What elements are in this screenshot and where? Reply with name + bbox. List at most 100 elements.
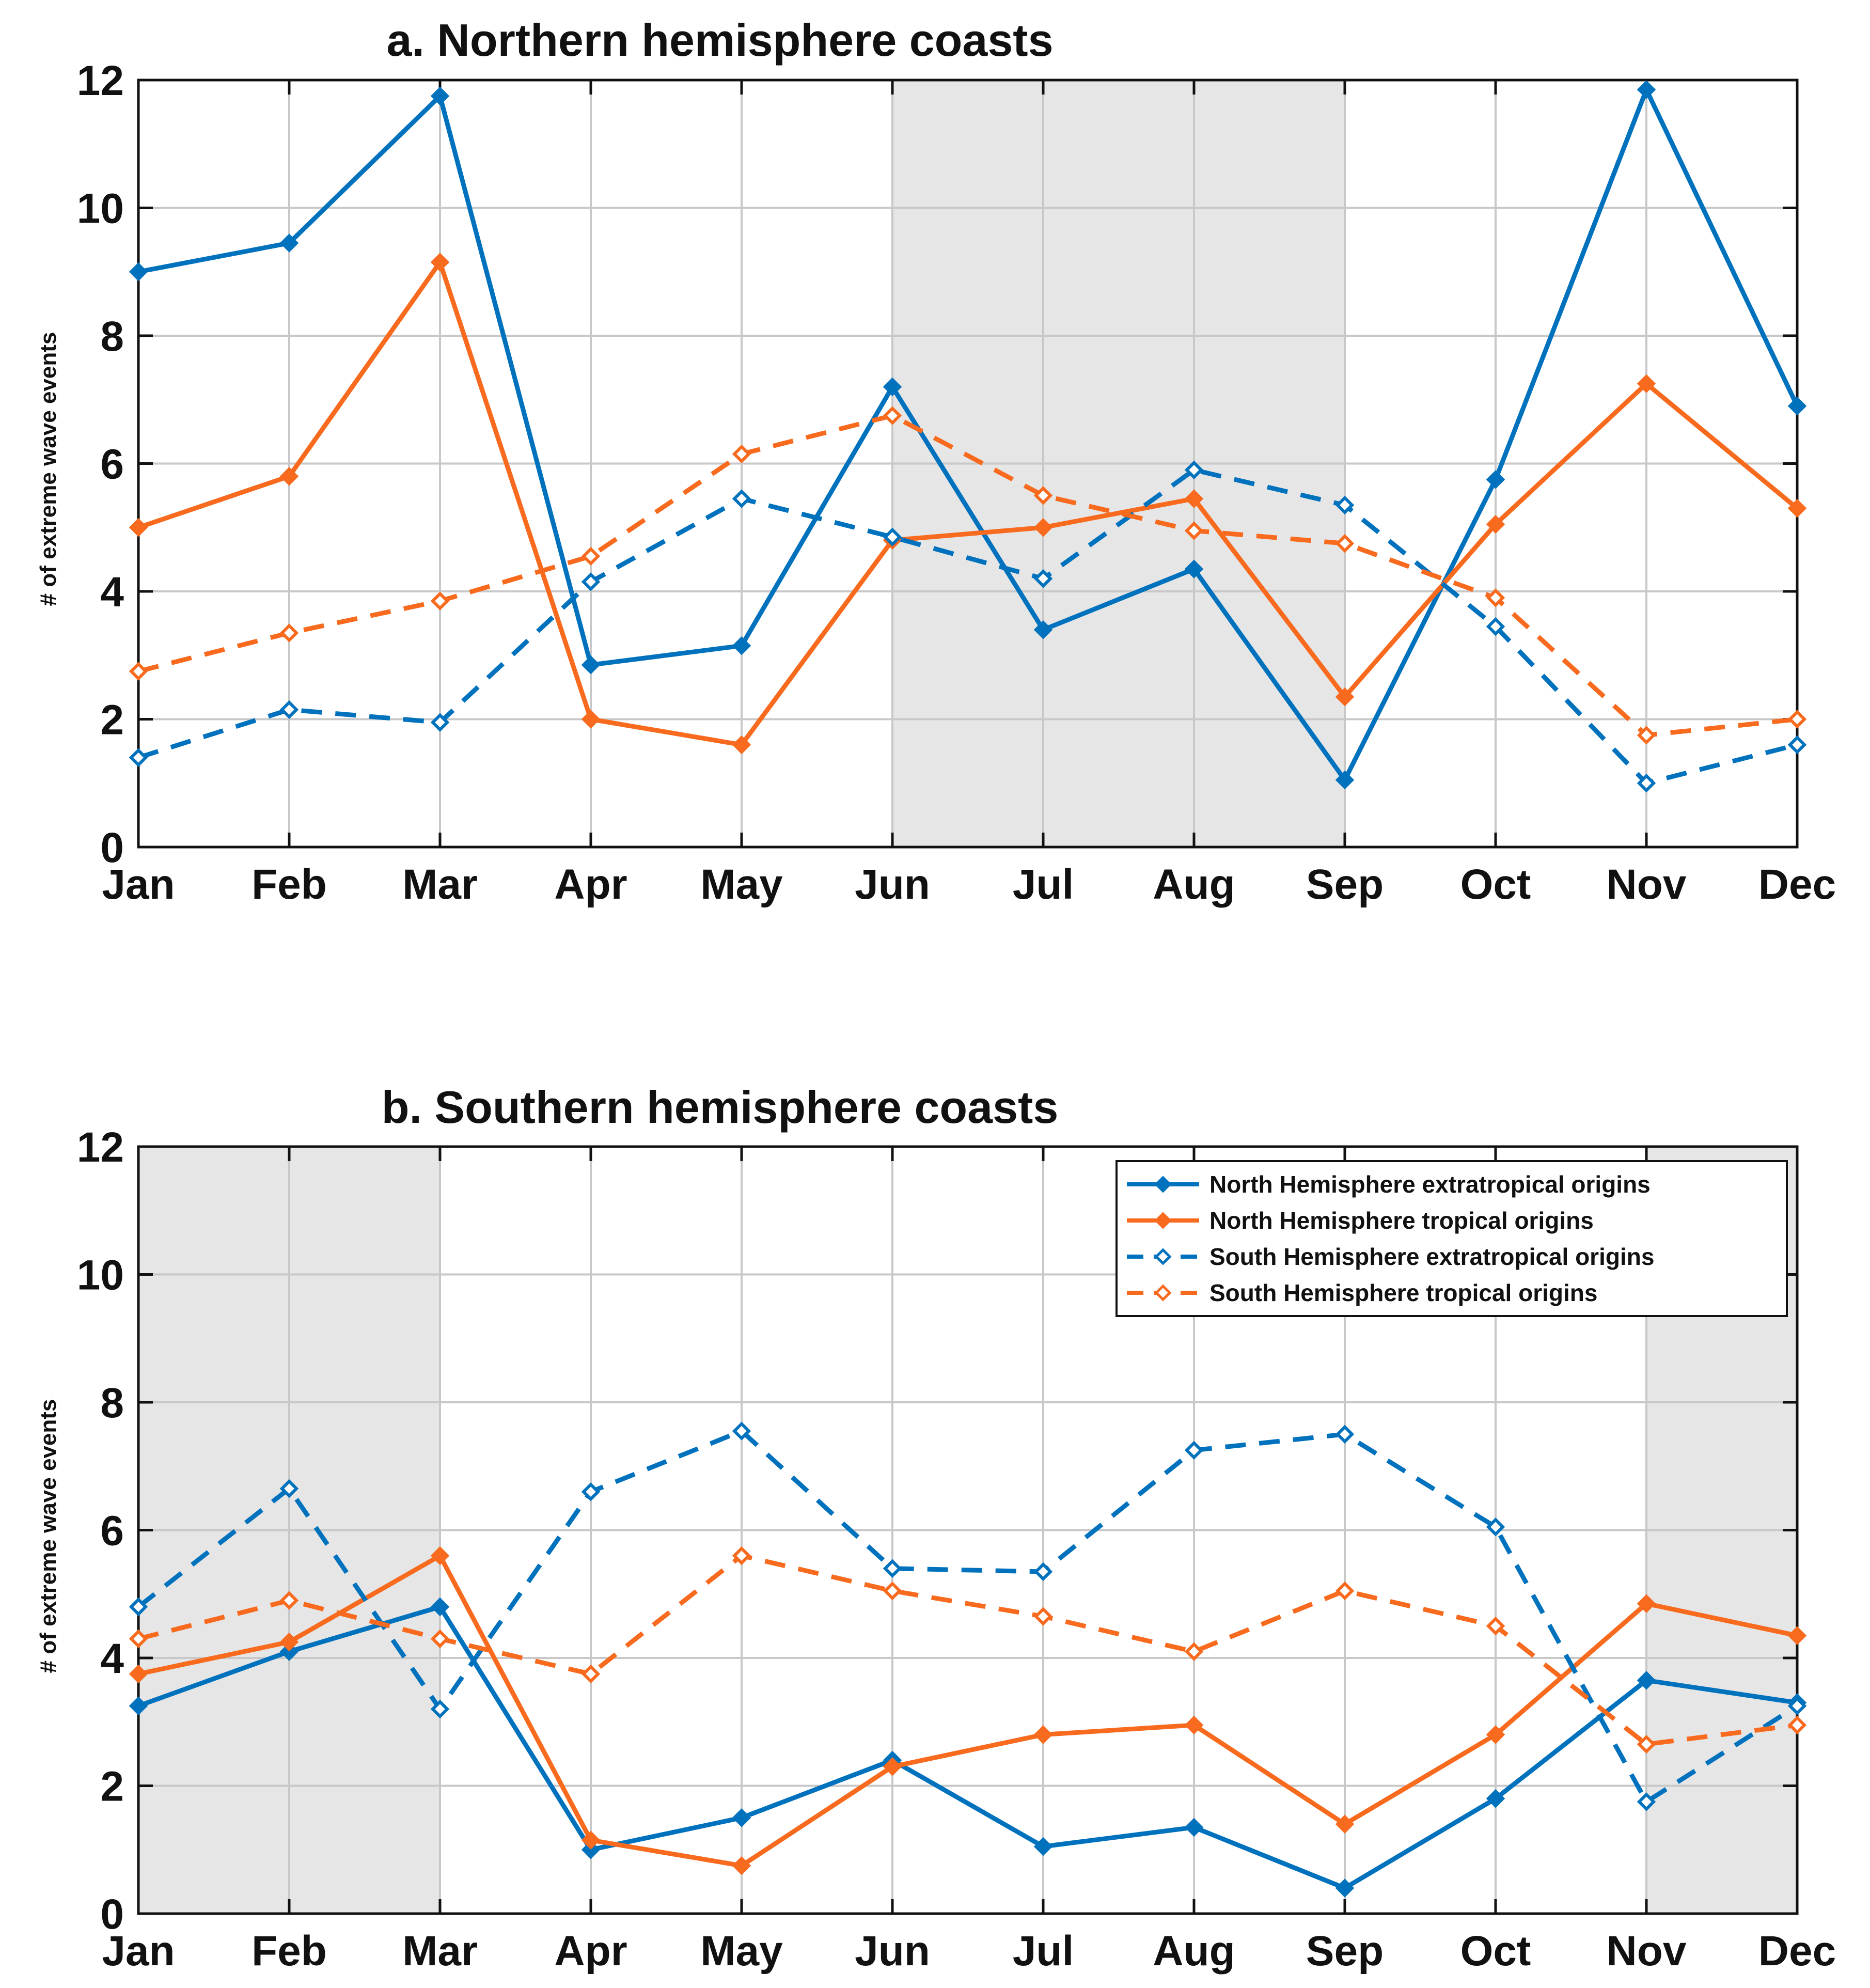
- panel-a-point-north-hemisphere-extratropical-origins: [883, 377, 902, 397]
- panel-a-point-north-hemisphere-extratropical-origins: [1787, 396, 1807, 416]
- panel-a-y-tick-label: 6: [100, 441, 124, 488]
- panel-b-point-south-hemisphere-tropical-origins: [1184, 1642, 1204, 1661]
- panel-a-x-tick-label: Mar: [402, 861, 478, 908]
- panel-b-point-south-hemisphere-tropical-origins: [1787, 1715, 1807, 1735]
- panel-a: a. Northern hemisphere coasts # of extre…: [36, 14, 1836, 908]
- panel-a-y-tick-label: 0: [100, 824, 124, 871]
- panel-b-point-south-hemisphere-tropical-origins: [1335, 1581, 1355, 1601]
- panel-b-point-north-hemisphere-extratropical-origins: [1184, 1818, 1204, 1837]
- panel-a-point-north-hemisphere-tropical-origins: [1335, 687, 1355, 707]
- panel-a-series-line-south-hemisphere-tropical-origins: [137, 413, 1798, 738]
- panel-b-point-south-hemisphere-extratropical-origins: [1033, 1562, 1053, 1582]
- panel-b-series-line-north-hemisphere-tropical-origins: [138, 1553, 1798, 1868]
- panel-b-point-south-hemisphere-extratropical-origins: [732, 1421, 751, 1441]
- panel-b-point-south-hemisphere-tropical-origins: [1637, 1734, 1656, 1754]
- legend-entry-label: North Hemisphere tropical origins: [1209, 1207, 1594, 1234]
- panel-b-point-south-hemisphere-extratropical-origins: [1787, 1696, 1807, 1716]
- panel-b-point-south-hemisphere-extratropical-origins: [1335, 1425, 1355, 1444]
- panel-b-point-south-hemisphere-tropical-origins: [732, 1546, 751, 1566]
- panel-a-point-north-hemisphere-extratropical-origins: [1335, 770, 1355, 790]
- panel-b-point-south-hemisphere-extratropical-origins: [581, 1482, 601, 1501]
- panel-a-x-tick-label: Jul: [1013, 861, 1074, 908]
- panel-a-x-tick-label: Nov: [1607, 861, 1687, 908]
- panel-b-point-north-hemisphere-tropical-origins: [581, 1830, 601, 1850]
- panel-b: b. Southern hemisphere coasts # of extre…: [36, 1082, 1836, 1975]
- panel-b-y-tick-label: 10: [77, 1252, 124, 1299]
- panel-b-x-tick-label: Jul: [1013, 1928, 1074, 1975]
- panel-a-point-south-hemisphere-extratropical-origins: [1486, 617, 1505, 636]
- panel-a-point-south-hemisphere-extratropical-origins: [1637, 774, 1656, 793]
- panel-b-point-north-hemisphere-tropical-origins: [1033, 1725, 1053, 1744]
- panel-a-point-south-hemisphere-tropical-origins: [883, 406, 902, 425]
- panel-a-series-line-north-hemisphere-extratropical-origins: [138, 87, 1800, 782]
- panel-b-point-north-hemisphere-extratropical-origins: [732, 1808, 751, 1827]
- panel-b-point-south-hemisphere-extratropical-origins: [1486, 1517, 1505, 1537]
- panel-b-point-north-hemisphere-extratropical-origins: [1335, 1879, 1355, 1898]
- panel-a-point-south-hemisphere-tropical-origins: [732, 444, 751, 464]
- panel-a-point-north-hemisphere-tropical-origins: [732, 735, 751, 755]
- panel-a-point-north-hemisphere-extratropical-origins: [430, 86, 450, 106]
- panel-b-x-tick-label: May: [700, 1928, 783, 1975]
- panel-b-x-tick-label: Nov: [1607, 1928, 1687, 1975]
- panel-a-point-south-hemisphere-extratropical-origins: [581, 572, 601, 591]
- panel-b-point-north-hemisphere-tropical-origins: [279, 1632, 299, 1652]
- panel-b-point-south-hemisphere-tropical-origins: [279, 1591, 299, 1610]
- panel-b-x-tick-label: Dec: [1758, 1928, 1836, 1975]
- panel-a-series-line-north-hemisphere-tropical-origins: [137, 260, 1799, 747]
- panel-a-y-tick-label: 8: [100, 313, 124, 360]
- panel-b-x-tick-label: Jun: [855, 1928, 930, 1975]
- panel-a-x-tick-label: May: [700, 861, 783, 908]
- panel-b-point-north-hemisphere-extratropical-origins: [1637, 1671, 1656, 1690]
- panel-b-point-north-hemisphere-extratropical-origins: [581, 1840, 601, 1859]
- panel-a-point-south-hemisphere-extratropical-origins: [1033, 569, 1053, 588]
- panel-b-x-tick-label: Feb: [252, 1928, 327, 1975]
- panel-a-point-north-hemisphere-extratropical-origins: [1184, 559, 1204, 578]
- panel-b-x-tick-label: Sep: [1306, 1928, 1384, 1975]
- legend-box: [1115, 1160, 1788, 1317]
- panel-a-point-north-hemisphere-tropical-origins: [1637, 374, 1656, 394]
- panel-b-point-north-hemisphere-tropical-origins: [883, 1757, 902, 1776]
- panel-a-point-south-hemisphere-tropical-origins: [1787, 710, 1807, 729]
- panel-b-y-tick-label: 12: [77, 1124, 124, 1171]
- panel-b-point-north-hemisphere-tropical-origins: [732, 1856, 751, 1875]
- panel-b-point-north-hemisphere-extratropical-origins: [279, 1642, 299, 1661]
- panel-b-title: b. Southern hemisphere coasts: [382, 1082, 1059, 1133]
- panel-a-x-tick-label: Oct: [1460, 861, 1531, 908]
- panel-b-y-axis-label: # of extreme wave events: [36, 1399, 61, 1673]
- panel-a-point-north-hemisphere-extratropical-origins: [1033, 620, 1053, 639]
- panel-a-point-north-hemisphere-tropical-origins: [1033, 518, 1053, 537]
- panel-b-point-north-hemisphere-extratropical-origins: [430, 1597, 450, 1617]
- panel-a-point-south-hemisphere-tropical-origins: [1184, 521, 1204, 540]
- panel-b-point-north-hemisphere-tropical-origins: [1787, 1626, 1807, 1645]
- panel-a-point-south-hemisphere-extratropical-origins: [279, 700, 299, 719]
- panel-b-x-tick-label: Mar: [402, 1928, 478, 1975]
- legend-entry-label: North Hemisphere extratropical origins: [1209, 1171, 1651, 1198]
- legend-swatch-marker: [1154, 1176, 1172, 1193]
- panel-a-point-south-hemisphere-tropical-origins: [1335, 534, 1355, 553]
- panel-b-point-south-hemisphere-extratropical-origins: [1184, 1441, 1204, 1460]
- panel-a-point-north-hemisphere-extratropical-origins: [581, 655, 601, 675]
- legend-swatch-marker: [1154, 1284, 1172, 1302]
- legend-swatch-marker: [1154, 1212, 1172, 1229]
- panel-b-y-tick-label: 2: [100, 1763, 124, 1810]
- panel-a-point-south-hemisphere-tropical-origins: [129, 662, 148, 681]
- panel-a-point-north-hemisphere-tropical-origins: [1486, 514, 1505, 534]
- panel-a-point-north-hemisphere-extratropical-origins: [129, 262, 148, 281]
- panel-a-point-north-hemisphere-extratropical-origins: [279, 233, 299, 253]
- panel-a-point-north-hemisphere-extratropical-origins: [1486, 470, 1505, 489]
- legend-swatch-marker: [1154, 1248, 1172, 1265]
- panel-b-point-south-hemisphere-extratropical-origins: [279, 1479, 299, 1498]
- panel-a-point-south-hemisphere-extratropical-origins: [1184, 460, 1204, 480]
- panel-a-point-north-hemisphere-extratropical-origins: [1637, 80, 1656, 99]
- panel-b-point-north-hemisphere-extratropical-origins: [1486, 1789, 1505, 1808]
- panel-b-point-south-hemisphere-tropical-origins: [1486, 1616, 1505, 1636]
- panel-a-x-tick-label: Apr: [554, 861, 627, 908]
- panel-a-x-tick-label: Sep: [1306, 861, 1384, 908]
- panel-a-point-north-hemisphere-extratropical-origins: [732, 636, 751, 655]
- panel-a-point-south-hemisphere-extratropical-origins: [1787, 735, 1807, 755]
- panel-b-x-tick-label: Aug: [1153, 1928, 1235, 1975]
- panel-b-point-south-hemisphere-tropical-origins: [1033, 1607, 1053, 1626]
- panel-a-x-tick-label: Jan: [102, 861, 175, 908]
- panel-a-point-north-hemisphere-tropical-origins: [1184, 489, 1204, 508]
